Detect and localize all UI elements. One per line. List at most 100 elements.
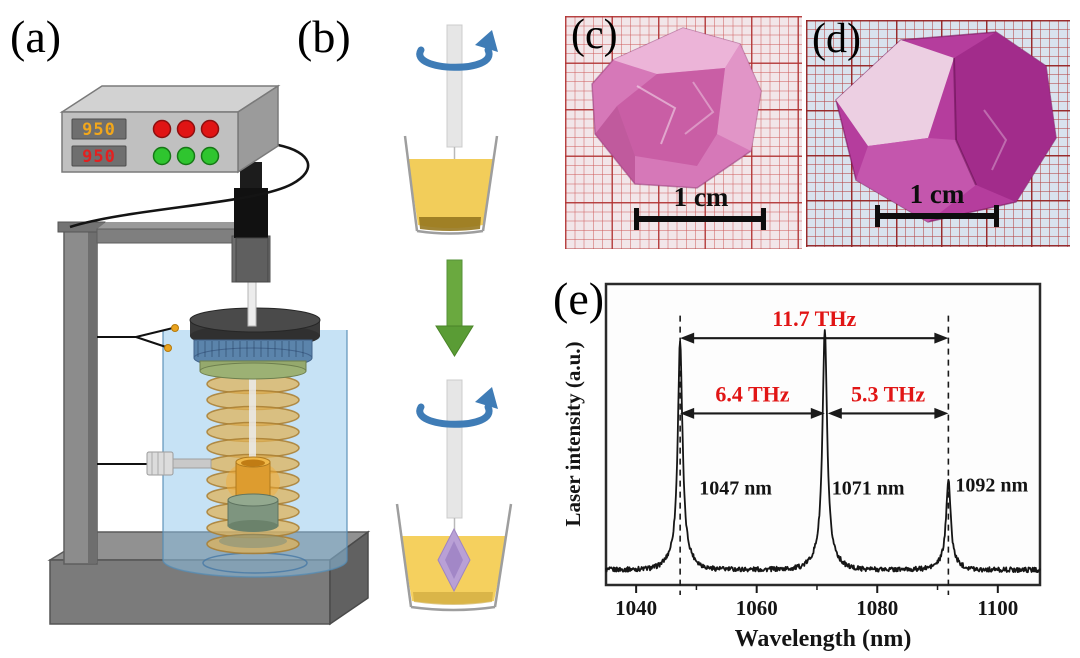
pedestal-top	[227, 493, 279, 507]
photo-crystal-d: 1 cm (d)	[806, 16, 1070, 247]
temperature-controller: 950 950	[59, 84, 310, 229]
shift-arrowhead	[827, 407, 842, 419]
scale-bar-cap	[761, 208, 766, 230]
crystal-right-facet	[717, 44, 761, 151]
crucible-wall	[481, 135, 499, 232]
thz-shift-label: 5.3 THz	[851, 381, 925, 406]
peak-wavelength-label: 1047 nm	[699, 478, 772, 500]
rotation-arrow-icon	[416, 403, 493, 428]
rotation-arrowhead-icon	[475, 387, 498, 409]
crucible-bottom	[416, 229, 484, 235]
seed-rod	[446, 379, 463, 519]
temperature-value-bottom: 950	[82, 147, 116, 167]
chart-generated-content: 1040 1060 1080 1100 11.7 THz 6.4 THz 5.3 THz 10…	[615, 306, 1028, 620]
crystal-dark-facet	[954, 32, 1056, 202]
thz-shift-label: 11.7 THz	[772, 306, 856, 331]
green-indicator-button	[176, 146, 196, 166]
red-indicator-button	[176, 119, 196, 139]
spectrum-chart: 1040 1060 1080 1100 11.7 THz 6.4 THz 5.3 THz 10…	[561, 282, 1042, 652]
melt-liquid	[408, 159, 494, 228]
shift-arrowhead	[934, 407, 949, 419]
scale-bar: 1 cm	[875, 179, 999, 227]
crystal-d-illustration: 1 cm	[835, 31, 1057, 227]
panel-label-b: (b)	[297, 11, 351, 62]
thermocouple-prong	[135, 336, 167, 348]
crystal-facet-edge	[955, 139, 977, 186]
motor-top-block	[240, 162, 262, 192]
x-tick-label: 1040	[615, 596, 657, 620]
sealing-ring-bottom	[199, 362, 307, 380]
peak-wavelength-label: 1092 nm	[955, 475, 1028, 497]
probe-connector	[146, 451, 174, 476]
seed-rod	[446, 24, 463, 148]
scale-bar-cap	[634, 208, 639, 230]
shift-arrowhead	[680, 332, 695, 344]
inner-pull-rod	[249, 336, 256, 484]
panel-label-d: (d)	[812, 16, 861, 62]
spectrum-curve	[605, 329, 1041, 574]
sensor-probe	[97, 451, 212, 476]
shift-arrowhead	[680, 407, 695, 419]
x-tick-label: 1080	[856, 596, 898, 620]
scale-bar-cap	[994, 205, 999, 227]
process-arrowhead	[435, 325, 474, 357]
green-indicator-button	[152, 146, 172, 166]
panel-label-a: (a)	[10, 11, 62, 62]
pulling-rod	[247, 279, 257, 327]
crystal-top-facet	[613, 28, 740, 74]
x-tick-label: 1100	[977, 596, 1018, 620]
thermocouple-bead	[171, 324, 179, 332]
growth-stage-2	[395, 379, 513, 612]
pulling-motor	[234, 162, 269, 327]
growing-crystal-core	[445, 541, 463, 579]
melt-bottom-shade	[413, 592, 493, 605]
crystal-facet-edge	[953, 57, 957, 141]
red-indicator-button	[200, 119, 220, 139]
rotation-arrow-icon	[416, 46, 493, 71]
thz-shift-label: 6.4 THz	[715, 381, 789, 406]
thermocouple-prong	[135, 327, 174, 338]
column-shading	[88, 225, 97, 563]
crucible-wall	[493, 503, 513, 608]
crystal-left-facet	[595, 106, 635, 184]
growth-stage-1	[403, 24, 499, 235]
crystal-sparkle	[684, 81, 715, 135]
motor-bracket	[235, 237, 269, 283]
rotation-arrowhead-icon	[475, 30, 498, 52]
melt-bottom-shade	[419, 217, 481, 231]
temperature-display-top	[71, 118, 127, 140]
temperature-display-bottom	[71, 145, 127, 167]
shift-arrowhead	[934, 332, 949, 344]
process-arrow-shaft	[446, 259, 463, 329]
crystal-center-facet	[617, 68, 725, 166]
crucible-wall	[395, 503, 413, 608]
y-axis-title: Laser intensity (a.u.)	[561, 341, 585, 526]
scale-bar-cap	[875, 205, 880, 227]
peak-wavelength-label: 1071 nm	[832, 478, 905, 500]
x-tick-label: 1060	[736, 596, 778, 620]
photo-crystal-c: 1 cm (c)	[565, 14, 802, 249]
process-arrow	[435, 259, 474, 357]
pedestal-plate	[219, 534, 287, 548]
x-axis-title: Wavelength (nm)	[735, 626, 912, 652]
scale-bar-label: 1 cm	[674, 182, 729, 212]
shift-arrowhead	[810, 407, 825, 419]
temperature-value-top: 950	[82, 120, 116, 140]
crystal-c-illustration: 1 cm	[591, 27, 766, 230]
crystal-sparkle	[636, 85, 677, 145]
arm-top-face	[97, 222, 264, 229]
crystal-front-facet	[856, 138, 976, 222]
controller-cable	[69, 143, 310, 229]
panel-label-e: (e)	[553, 273, 605, 324]
thermocouple	[97, 324, 179, 352]
crucible-bottom	[410, 605, 496, 612]
crucible-wall	[403, 135, 419, 232]
flange-ribs	[197, 341, 304, 357]
crystal-pale-facet	[836, 40, 954, 146]
pedestal-bottom	[228, 520, 278, 532]
furnace	[162, 307, 348, 578]
crystal-sparkle	[983, 109, 1008, 171]
inner-crucible-melt	[241, 459, 265, 467]
